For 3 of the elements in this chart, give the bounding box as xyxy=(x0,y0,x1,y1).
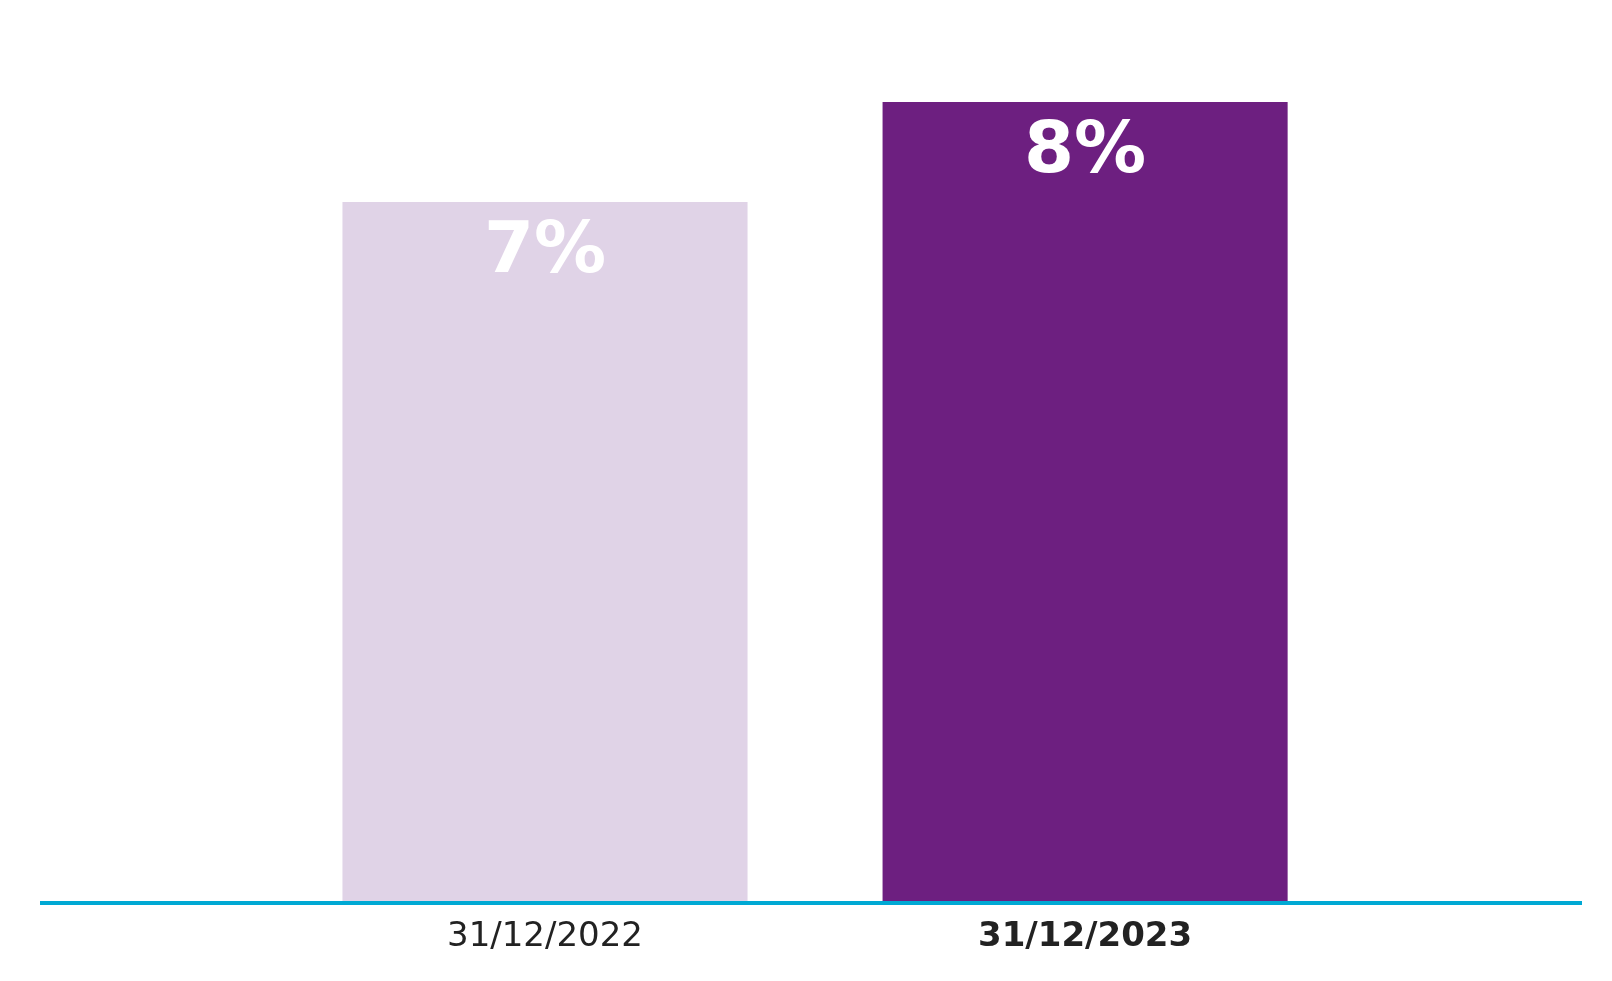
data-label: 8% xyxy=(1023,105,1147,190)
x-tick-label: 31/12/2022 xyxy=(447,913,643,954)
x-tick-label: 31/12/2023 xyxy=(978,913,1193,954)
